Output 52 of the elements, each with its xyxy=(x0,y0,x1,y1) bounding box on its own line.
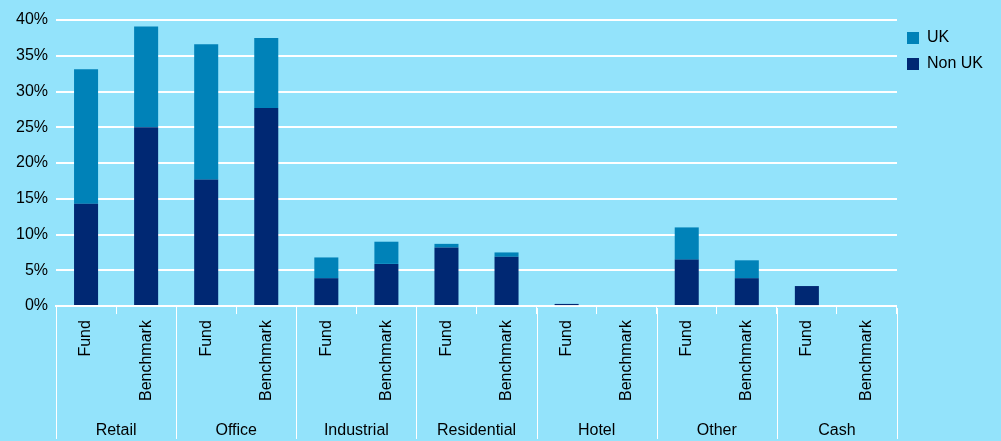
text: Hotel xyxy=(577,421,616,438)
y-tick-label: 10% xyxy=(15,224,49,242)
y-tick-label: 0% xyxy=(24,296,49,314)
text: Cash xyxy=(818,421,856,438)
bar xyxy=(134,26,159,128)
bar xyxy=(314,278,339,306)
bar xyxy=(674,259,699,306)
bar xyxy=(374,263,399,306)
x-tick-label: Benchmark xyxy=(136,319,154,401)
x-tick-label: Benchmark xyxy=(737,319,755,401)
bar xyxy=(194,44,219,180)
y-tick-label: 15% xyxy=(15,189,49,207)
x-tick-label: Benchmark xyxy=(857,319,875,401)
bar xyxy=(434,247,459,306)
y-tick-label: 40% xyxy=(15,10,49,28)
y-tick-label: 35% xyxy=(15,46,49,64)
bar xyxy=(674,227,699,260)
bar xyxy=(374,241,399,264)
bar xyxy=(734,260,759,279)
x-tick-label: Benchmark xyxy=(376,319,394,401)
x-tick-label: Fund xyxy=(436,320,454,357)
x-tick-label: Fund xyxy=(76,320,94,357)
bar xyxy=(794,286,819,306)
bar xyxy=(734,278,759,306)
text: Retail xyxy=(95,421,137,438)
bar xyxy=(194,179,219,306)
legend-label: UK xyxy=(926,28,950,46)
y-tick-label: 5% xyxy=(24,260,49,278)
y-tick-label: 30% xyxy=(15,81,49,99)
y-tick-label: 25% xyxy=(15,117,49,135)
bar xyxy=(254,107,279,306)
x-tick-label: Benchmark xyxy=(256,319,274,401)
legend-label: Non UK xyxy=(926,54,984,72)
bar xyxy=(74,203,99,306)
x-tick-label: Fund xyxy=(797,320,815,357)
x-tick-label: Fund xyxy=(196,320,214,357)
x-tick-label: Fund xyxy=(316,320,334,357)
bar xyxy=(254,37,279,108)
y-tick-label: 20% xyxy=(15,153,49,171)
x-tick-label: Benchmark xyxy=(496,319,514,401)
bar xyxy=(74,69,99,204)
text: Other xyxy=(696,421,738,438)
text: Office xyxy=(215,421,258,438)
text: Industrial xyxy=(323,421,389,438)
x-tick-label: Fund xyxy=(557,320,575,357)
bar xyxy=(494,256,519,306)
bar xyxy=(494,252,519,257)
x-tick-label: Fund xyxy=(677,320,695,357)
x-tick-label: Benchmark xyxy=(617,319,635,401)
bar xyxy=(314,257,339,279)
bar xyxy=(134,127,159,306)
text: Residential xyxy=(436,421,517,438)
